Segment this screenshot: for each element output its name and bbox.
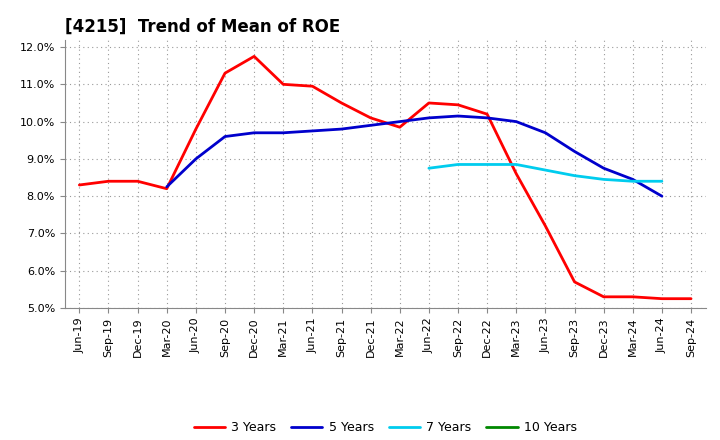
3 Years: [541, 224, 550, 229]
7 Years: [599, 177, 608, 182]
Legend: 3 Years, 5 Years, 7 Years, 10 Years: 3 Years, 5 Years, 7 Years, 10 Years: [189, 416, 582, 439]
3 Years: [308, 84, 317, 89]
3 Years: [366, 115, 375, 121]
5 Years: [629, 177, 637, 182]
5 Years: [279, 130, 287, 136]
5 Years: [599, 165, 608, 171]
3 Years: [687, 296, 696, 301]
7 Years: [425, 165, 433, 171]
3 Years: [279, 82, 287, 87]
5 Years: [366, 123, 375, 128]
3 Years: [337, 100, 346, 106]
3 Years: [425, 100, 433, 106]
3 Years: [395, 125, 404, 130]
5 Years: [163, 184, 171, 190]
7 Years: [570, 173, 579, 178]
5 Years: [512, 119, 521, 124]
7 Years: [512, 162, 521, 167]
7 Years: [629, 179, 637, 184]
5 Years: [454, 114, 462, 119]
3 Years: [512, 171, 521, 176]
3 Years: [483, 111, 492, 117]
5 Years: [192, 156, 200, 161]
5 Years: [541, 130, 550, 136]
3 Years: [629, 294, 637, 300]
Line: 7 Years: 7 Years: [429, 165, 662, 181]
3 Years: [454, 102, 462, 107]
7 Years: [541, 168, 550, 173]
5 Years: [250, 130, 258, 136]
3 Years: [192, 126, 200, 132]
3 Years: [104, 179, 113, 184]
5 Years: [570, 149, 579, 154]
3 Years: [133, 179, 142, 184]
Line: 5 Years: 5 Years: [167, 116, 662, 196]
5 Years: [220, 134, 229, 139]
Line: 3 Years: 3 Years: [79, 56, 691, 299]
7 Years: [454, 162, 462, 167]
5 Years: [308, 128, 317, 134]
Text: [4215]  Trend of Mean of ROE: [4215] Trend of Mean of ROE: [65, 17, 340, 35]
5 Years: [395, 119, 404, 124]
3 Years: [250, 54, 258, 59]
3 Years: [570, 279, 579, 285]
5 Years: [657, 194, 666, 199]
3 Years: [163, 186, 171, 191]
3 Years: [220, 70, 229, 76]
7 Years: [483, 162, 492, 167]
3 Years: [599, 294, 608, 300]
7 Years: [657, 179, 666, 184]
3 Years: [657, 296, 666, 301]
3 Years: [75, 182, 84, 187]
5 Years: [483, 115, 492, 121]
5 Years: [425, 115, 433, 121]
5 Years: [337, 126, 346, 132]
